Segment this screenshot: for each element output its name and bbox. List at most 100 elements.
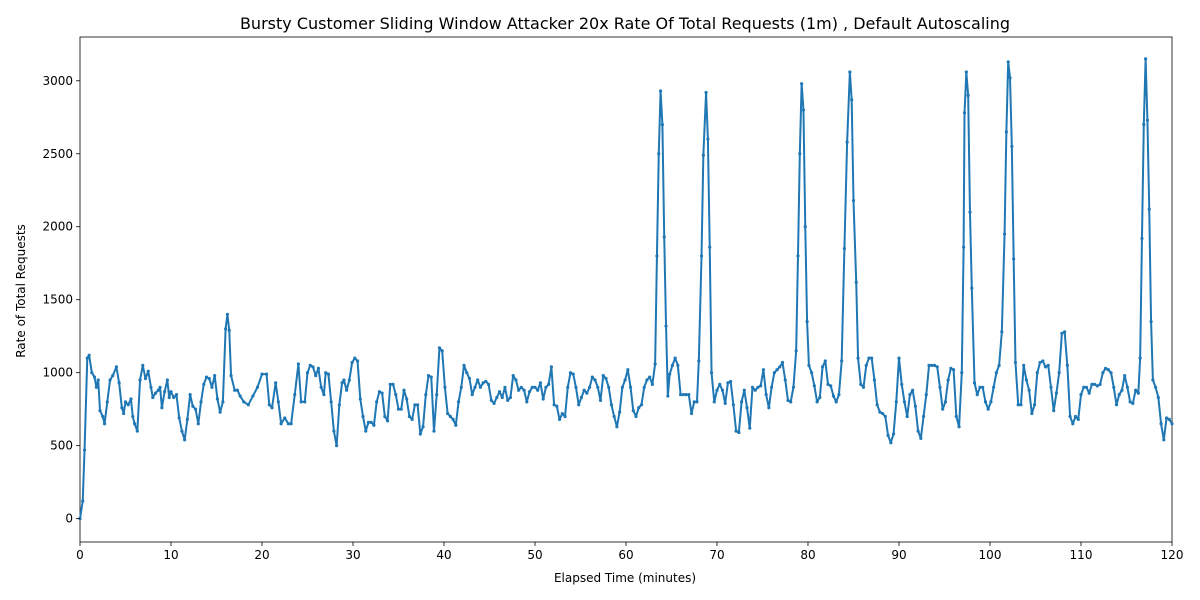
data-point bbox=[1049, 385, 1053, 389]
data-point bbox=[789, 400, 793, 404]
data-point bbox=[1068, 414, 1072, 419]
data-point bbox=[1073, 414, 1078, 419]
data-point bbox=[326, 372, 331, 376]
data-point bbox=[850, 98, 854, 102]
data-point bbox=[215, 397, 220, 401]
data-point bbox=[1016, 403, 1020, 407]
data-point bbox=[837, 392, 841, 397]
data-point bbox=[989, 400, 993, 404]
data-point bbox=[514, 378, 518, 382]
data-point bbox=[571, 372, 575, 376]
x-tick-label: 40 bbox=[436, 548, 451, 562]
data-point bbox=[796, 254, 800, 258]
data-point bbox=[1167, 417, 1171, 421]
data-point bbox=[756, 385, 760, 389]
data-point bbox=[941, 407, 945, 411]
data-point bbox=[1147, 207, 1151, 211]
data-point bbox=[673, 356, 677, 360]
data-point bbox=[731, 403, 735, 407]
data-point bbox=[177, 416, 181, 420]
data-point bbox=[1010, 144, 1014, 149]
data-point bbox=[648, 375, 652, 379]
x-tick-label: 70 bbox=[709, 548, 724, 562]
data-point bbox=[864, 363, 868, 367]
y-tick-label: 2000 bbox=[42, 220, 73, 234]
data-point bbox=[829, 384, 833, 388]
data-point bbox=[260, 372, 264, 376]
data-point bbox=[172, 395, 176, 400]
data-point bbox=[794, 349, 798, 353]
data-point bbox=[394, 392, 398, 397]
data-point bbox=[1098, 382, 1102, 386]
data-point bbox=[681, 392, 685, 397]
data-point bbox=[355, 359, 360, 363]
data-point bbox=[585, 391, 589, 395]
data-point bbox=[1038, 360, 1042, 365]
data-point bbox=[527, 390, 532, 394]
data-point bbox=[902, 400, 907, 404]
data-point bbox=[183, 438, 187, 442]
data-point bbox=[706, 137, 710, 141]
data-point bbox=[322, 392, 326, 397]
data-point bbox=[764, 392, 768, 397]
data-point bbox=[448, 414, 452, 419]
data-point bbox=[484, 379, 488, 384]
data-point bbox=[867, 356, 871, 360]
data-point bbox=[242, 400, 246, 404]
data-point bbox=[199, 400, 203, 404]
data-point bbox=[1095, 384, 1099, 388]
data-point bbox=[805, 320, 809, 324]
data-point bbox=[122, 411, 126, 416]
data-point bbox=[82, 448, 87, 452]
data-point bbox=[210, 385, 214, 389]
data-point bbox=[848, 70, 852, 74]
data-point bbox=[660, 122, 665, 127]
y-axis-title: Rate of Total Requests bbox=[14, 224, 28, 358]
data-point bbox=[522, 388, 526, 392]
data-point bbox=[620, 385, 624, 389]
data-point bbox=[588, 385, 592, 389]
data-point bbox=[486, 382, 491, 386]
data-point bbox=[429, 375, 433, 379]
data-point bbox=[881, 411, 885, 416]
data-point bbox=[831, 394, 836, 398]
x-tick-label: 80 bbox=[800, 548, 815, 562]
data-point bbox=[946, 378, 950, 382]
data-point bbox=[497, 390, 502, 394]
data-point bbox=[1012, 257, 1016, 261]
data-point bbox=[653, 362, 657, 366]
data-point bbox=[465, 371, 469, 375]
data-point bbox=[840, 359, 844, 363]
data-point bbox=[684, 392, 688, 397]
data-point bbox=[851, 198, 856, 203]
data-point bbox=[631, 409, 635, 413]
data-point bbox=[1013, 360, 1018, 365]
data-point bbox=[943, 400, 948, 404]
data-point bbox=[1057, 371, 1061, 375]
data-point bbox=[156, 388, 160, 392]
data-point bbox=[1123, 374, 1127, 378]
data-point bbox=[202, 382, 206, 386]
data-point bbox=[364, 429, 368, 433]
data-point bbox=[85, 356, 89, 360]
data-point bbox=[845, 140, 849, 144]
data-point bbox=[900, 382, 904, 386]
data-point bbox=[557, 417, 562, 421]
data-point bbox=[1159, 422, 1163, 426]
data-point bbox=[815, 400, 819, 404]
data-point bbox=[905, 414, 909, 419]
data-point bbox=[870, 356, 874, 360]
data-point bbox=[803, 225, 807, 229]
data-point bbox=[443, 385, 447, 389]
data-point bbox=[221, 400, 225, 404]
data-point bbox=[391, 382, 395, 386]
data-point bbox=[924, 392, 928, 397]
data-point bbox=[276, 400, 280, 404]
data-point bbox=[593, 378, 597, 382]
data-point bbox=[525, 400, 529, 404]
data-point bbox=[1093, 382, 1097, 386]
data-point bbox=[180, 429, 184, 433]
data-point bbox=[340, 381, 344, 385]
data-point bbox=[416, 403, 420, 407]
data-point bbox=[555, 404, 559, 408]
